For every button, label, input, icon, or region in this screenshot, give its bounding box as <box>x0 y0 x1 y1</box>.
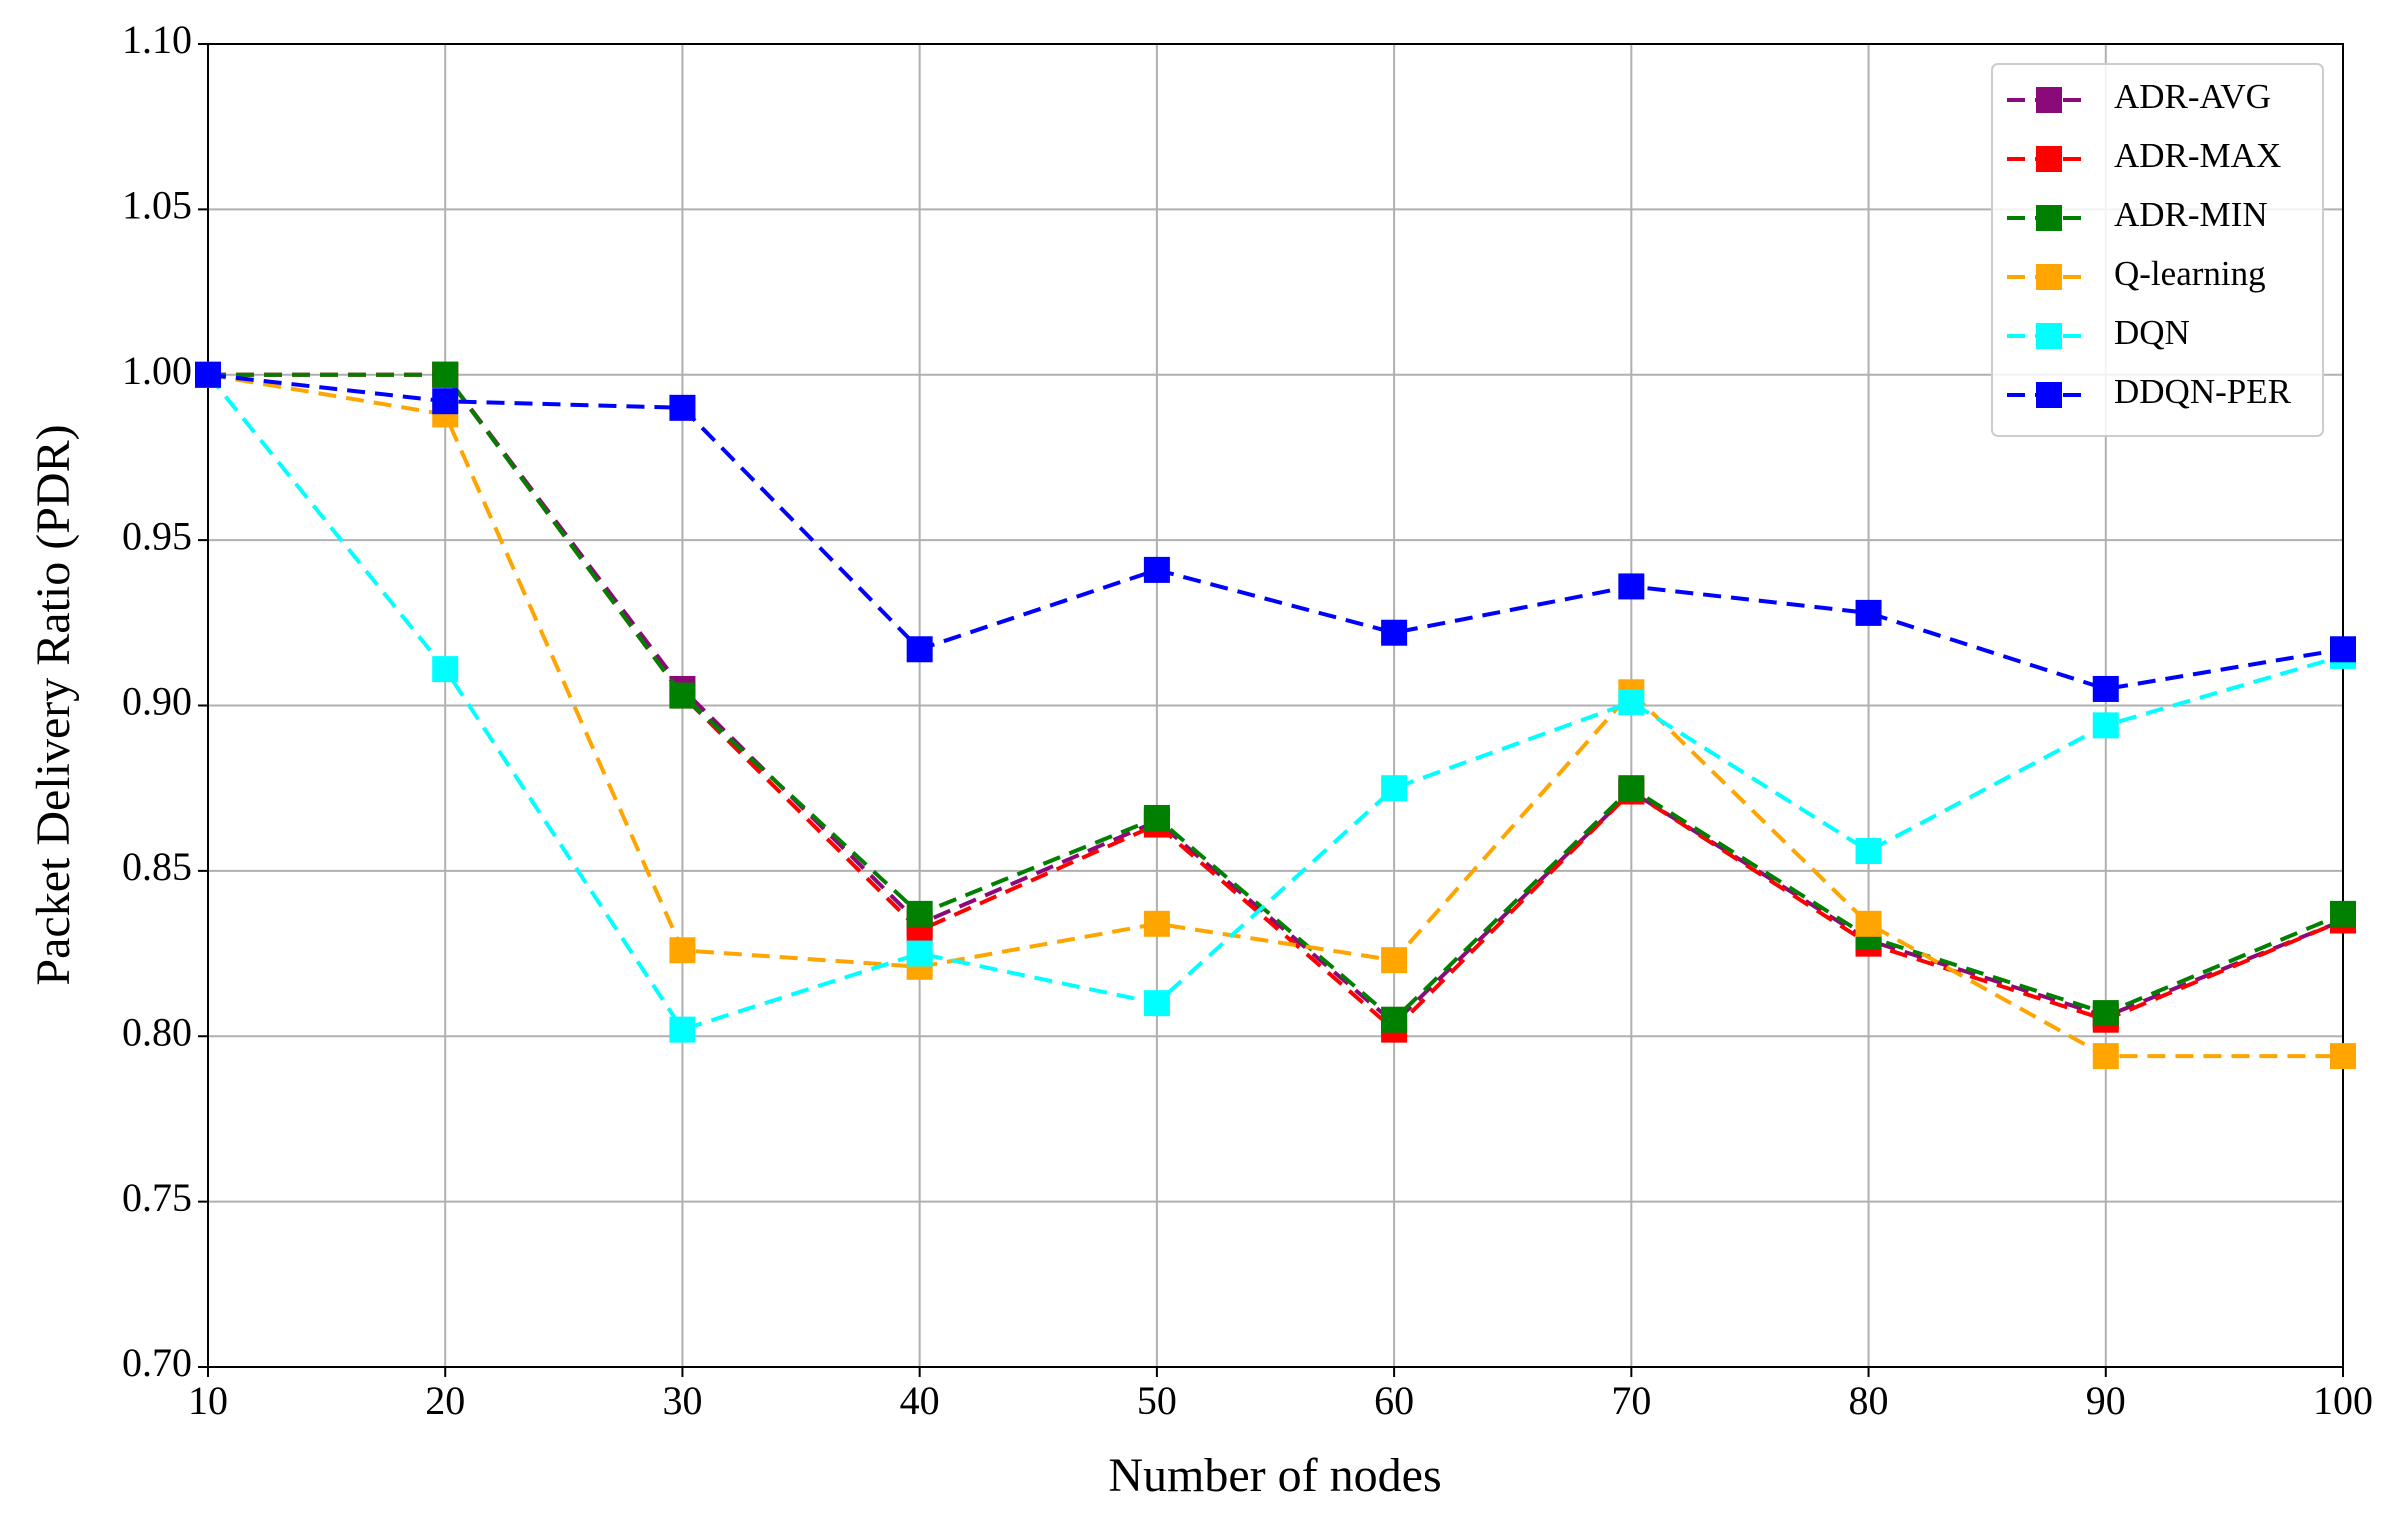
data-point <box>2092 675 2119 702</box>
data-point <box>1143 990 1170 1017</box>
y-tick-label: 1.10 <box>122 17 192 62</box>
data-point <box>906 636 933 663</box>
legend-label: ADR-AVG <box>2114 77 2271 116</box>
series-line <box>207 372 2344 692</box>
y-tick-label: 0.75 <box>122 1175 192 1220</box>
y-tick-label: 0.90 <box>122 679 192 724</box>
y-tick-label: 0.85 <box>122 844 192 889</box>
data-point <box>1143 910 1170 937</box>
data-point <box>669 937 696 964</box>
data-point <box>1143 556 1170 583</box>
data-point <box>2330 900 2356 927</box>
x-tick-label: 40 <box>900 1378 940 1423</box>
series-line <box>207 372 2343 1059</box>
data-point <box>1855 838 1882 865</box>
data-point <box>2092 1043 2119 1070</box>
data-point <box>1381 775 1408 802</box>
series-line <box>208 372 2344 1023</box>
legend-marker <box>2036 264 2062 290</box>
x-tick-label: 80 <box>1849 1378 1889 1423</box>
data-point <box>432 656 459 683</box>
data-point <box>669 394 696 421</box>
x-tick-label: 60 <box>1374 1378 1414 1423</box>
data-point <box>2330 1043 2356 1070</box>
legend-marker <box>2036 87 2062 113</box>
data-point <box>669 1016 696 1043</box>
x-tick-label: 20 <box>425 1378 465 1423</box>
data-point <box>1381 947 1408 974</box>
y-tick-label: 0.80 <box>122 1009 192 1054</box>
data-point <box>432 361 459 388</box>
legend-marker <box>2036 205 2062 231</box>
legend-label: DQN <box>2114 313 2190 352</box>
y-tick-label: 1.00 <box>122 348 192 393</box>
series-line <box>208 372 2344 1033</box>
legend-marker <box>2036 323 2062 349</box>
y-axis-label: Packet Delivery Ratio (PDR) <box>27 424 80 985</box>
data-point <box>906 900 933 927</box>
data-point <box>2092 1000 2119 1027</box>
data-point <box>906 940 933 967</box>
x-tick-label: 50 <box>1137 1378 1177 1423</box>
x-tick-label: 30 <box>662 1378 702 1423</box>
legend-marker <box>2036 146 2062 172</box>
y-tick-label: 0.70 <box>122 1340 192 1385</box>
data-point <box>1618 775 1645 802</box>
data-point <box>195 361 221 388</box>
x-tick-label: 100 <box>2313 1378 2373 1423</box>
data-point <box>2092 712 2119 739</box>
x-tick-label: 90 <box>2086 1378 2126 1423</box>
legend-marker <box>2036 382 2062 408</box>
data-point <box>1855 599 1882 626</box>
data-point <box>1143 804 1170 831</box>
legend-label: Q-learning <box>2114 254 2266 293</box>
x-axis-label: Number of nodes <box>1108 1449 1441 1502</box>
x-tick-label: 10 <box>188 1378 228 1423</box>
data-point <box>1618 573 1645 600</box>
legend-label: ADR-MAX <box>2114 136 2281 175</box>
legend-label: ADR-MIN <box>2114 195 2268 234</box>
plot-frame <box>207 43 2344 1368</box>
data-point <box>2330 636 2356 663</box>
data-point <box>669 682 696 709</box>
y-tick-label: 0.95 <box>122 513 192 558</box>
x-tick-label: 70 <box>1611 1378 1651 1423</box>
data-point <box>1618 689 1645 716</box>
series-line <box>206 373 2344 1033</box>
data-point <box>1381 619 1408 646</box>
data-point <box>1381 1006 1408 1033</box>
legend-label: DDQN-PER <box>2114 372 2292 411</box>
data-point <box>1855 910 1882 937</box>
data-point <box>432 388 459 415</box>
y-tick-label: 1.05 <box>122 183 192 228</box>
